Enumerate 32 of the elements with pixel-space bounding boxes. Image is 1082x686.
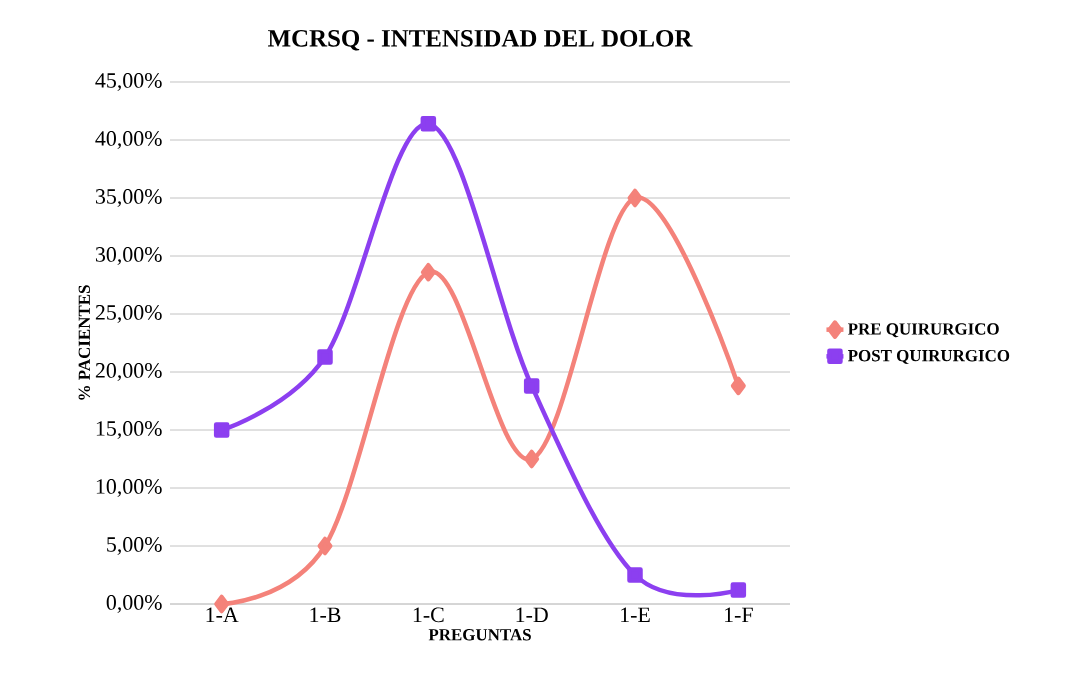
legend-label: PRE QUIRURGICO: [847, 323, 999, 338]
point: [523, 378, 540, 394]
x-tick-label: 1-C: [413, 607, 444, 623]
chart-title: MCRSQ - INTENSIDAD DEL DOLOR: [268, 29, 693, 51]
point: [213, 422, 230, 438]
point: [730, 376, 746, 396]
x-axis-title: PREGUNTAS: [428, 629, 531, 641]
y-tick-label: 15,00%: [96, 421, 162, 439]
y-tick-label: 35,00%: [95, 189, 162, 207]
y-tick-label: 20,00%: [95, 363, 162, 381]
x-tick-label: 1-D: [516, 607, 548, 623]
y-tick-label: 40,00%: [95, 131, 162, 149]
point: [420, 116, 437, 132]
point: [730, 582, 747, 598]
point: [627, 188, 643, 208]
y-tick-label: 10,00%: [96, 479, 162, 497]
x-tick-label: 1-E: [621, 607, 650, 622]
point: [524, 449, 540, 469]
point: [627, 567, 643, 583]
y-tick-label: 30,00%: [95, 247, 162, 265]
y-tick-label: 5,00%: [107, 537, 162, 555]
x-tick-label: 1-F: [725, 607, 753, 622]
point: [420, 262, 436, 282]
y-tick-label: 45,00%: [95, 73, 162, 91]
point: [317, 536, 333, 556]
x-tick-label: 1-A: [206, 607, 239, 622]
x-tick-label: 1-B: [310, 607, 341, 623]
y-tick-label: 0,00%: [106, 595, 162, 613]
y-axis-title: % PACIENTES: [78, 285, 91, 400]
legend-label: POST QUIRURGICO: [847, 349, 1010, 364]
point: [317, 349, 333, 365]
y-tick-label: 25,00%: [95, 305, 162, 323]
